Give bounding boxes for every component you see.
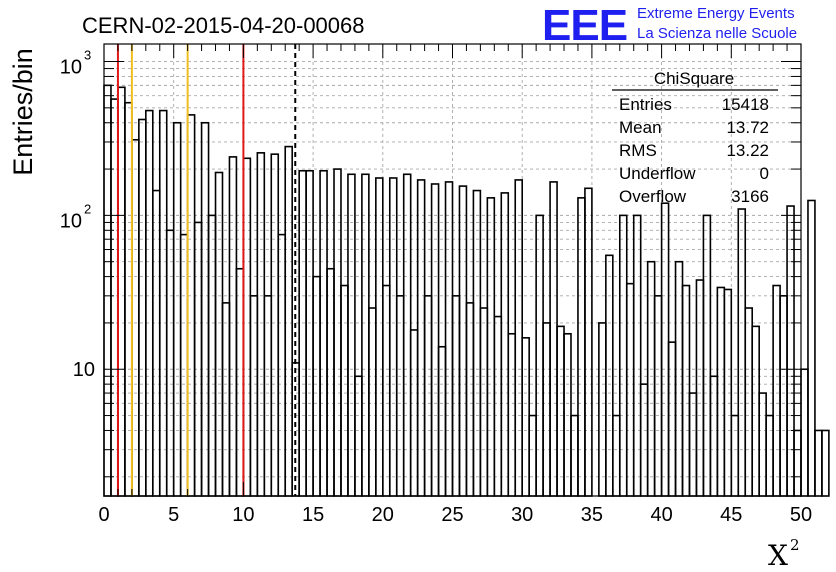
x-axis-label: X 2 [768, 536, 800, 572]
x-axis-label-base: X [768, 539, 788, 572]
stats-overflow-value: 3166 [731, 187, 769, 206]
y-tick-label: 10 [60, 210, 82, 232]
stats-overflow-label: Overflow [619, 187, 687, 206]
eee-logo-line1: Extreme Energy Events [637, 5, 795, 22]
x-tick-label: 10 [232, 504, 254, 526]
stats-rms-label: RMS [619, 141, 657, 160]
stats-entries-value: 15418 [722, 95, 769, 114]
histogram-bin [807, 199, 816, 497]
y-tick-label-exponent: 2 [84, 201, 91, 216]
stats-box: ChiSquare Entries 15418 Mean 13.72 RMS 1… [612, 69, 778, 206]
stats-entries-label: Entries [619, 95, 672, 114]
x-tick-label: 50 [790, 504, 812, 526]
y-tick-label-exponent: 3 [84, 48, 91, 63]
x-tick-label: 30 [511, 504, 533, 526]
chart-title: CERN-02-2015-04-20-00068 [82, 13, 365, 38]
stats-mean-label: Mean [619, 118, 662, 137]
x-tick-label: 45 [720, 504, 742, 526]
stats-underflow-value: 0 [760, 164, 769, 183]
x-tick-label: 0 [98, 504, 109, 526]
x-tick-label: 5 [168, 504, 179, 526]
y-tick-label: 10 [73, 359, 95, 381]
y-axis-label: Entries/bin [8, 48, 38, 176]
eee-logo-line2: La Scienza nelle Scuole [637, 25, 797, 42]
histogram-bin [821, 429, 830, 497]
stats-rms-value: 13.22 [726, 141, 769, 160]
threshold-lines [116, 44, 297, 496]
stats-mean-value: 13.72 [726, 118, 769, 137]
x-tick-label: 40 [650, 504, 672, 526]
x-tick-label: 20 [372, 504, 394, 526]
x-tick-label: 25 [441, 504, 463, 526]
x-tick-label: 15 [302, 504, 324, 526]
stats-underflow-label: Underflow [619, 164, 696, 183]
eee-logo-letters: EEE [542, 1, 627, 50]
x-tick-label: 35 [581, 504, 603, 526]
stats-title: ChiSquare [654, 69, 734, 88]
x-axis-label-superscript: 2 [790, 536, 800, 554]
y-tick-label: 10 [60, 57, 82, 79]
eee-logo: EEE Extreme Energy Events La Scienza nel… [542, 1, 797, 50]
